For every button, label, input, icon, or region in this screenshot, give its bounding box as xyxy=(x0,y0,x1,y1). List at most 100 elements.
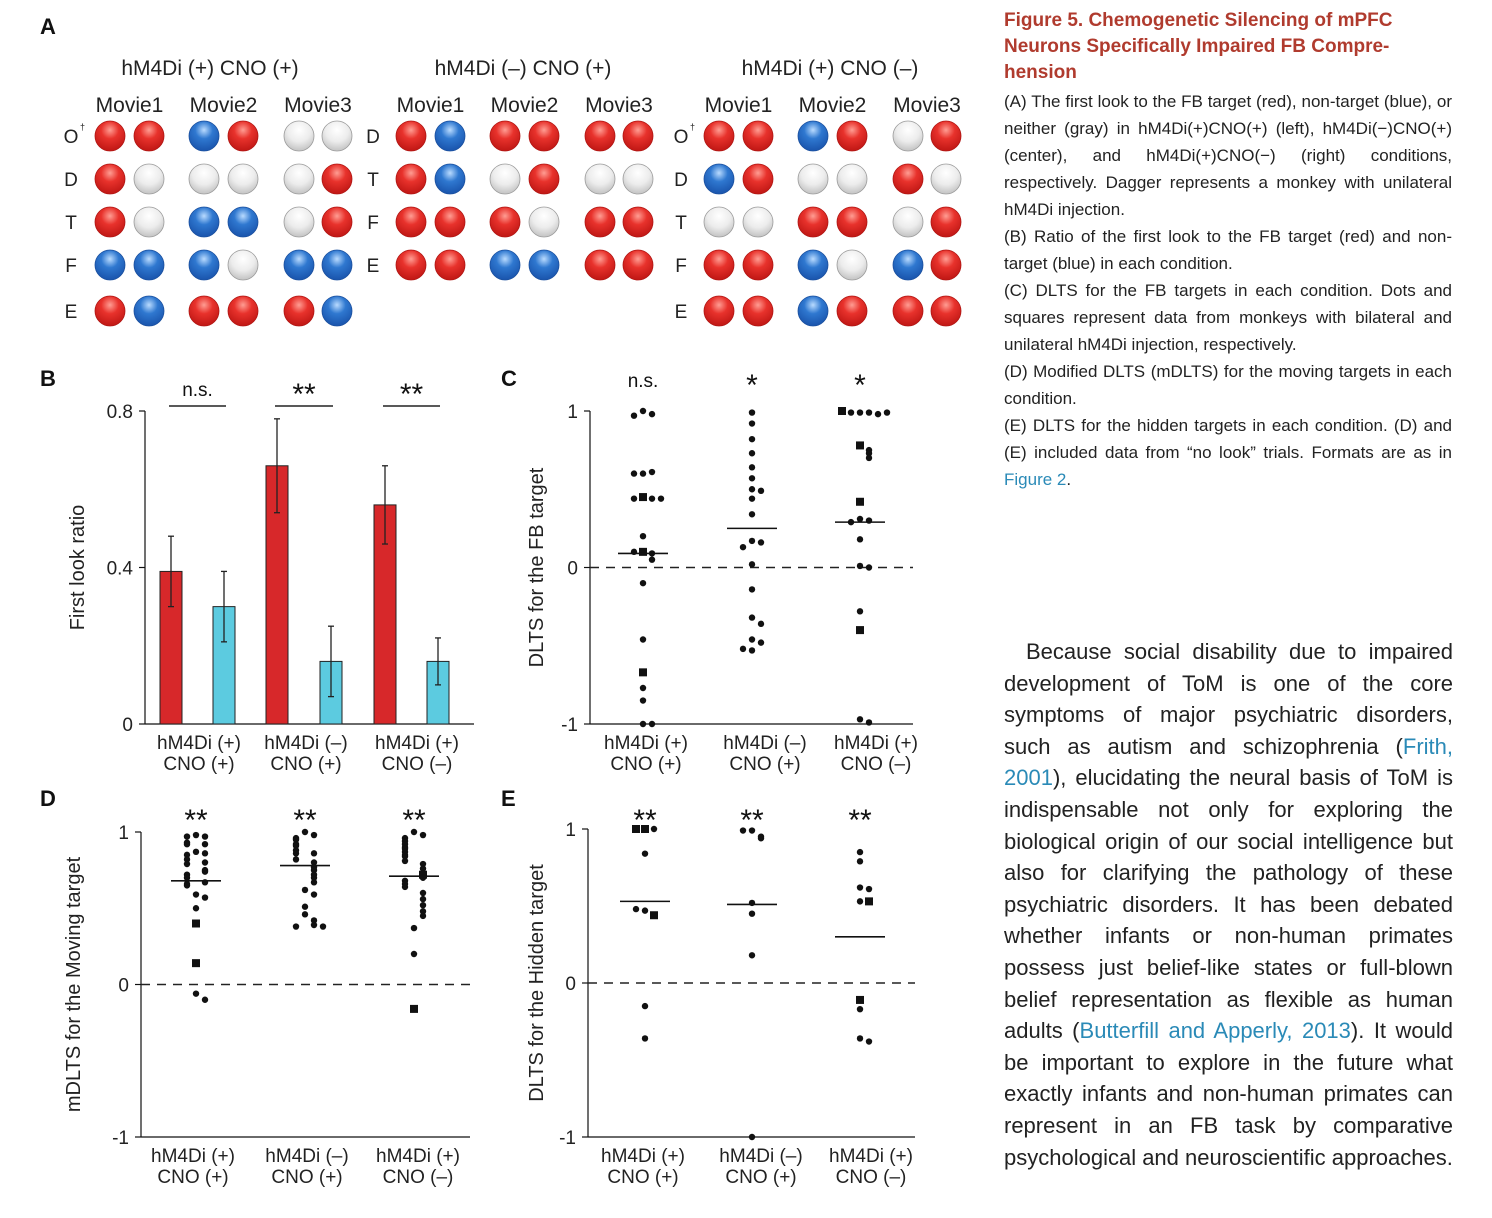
data-dot-bilateral xyxy=(739,645,747,653)
data-dot-bilateral xyxy=(183,874,191,881)
subject-label: T xyxy=(367,170,379,191)
data-dot-bilateral xyxy=(856,1005,864,1013)
data-dot-bilateral xyxy=(630,495,638,502)
data-dot-bilateral xyxy=(292,923,300,930)
data-dot-bilateral xyxy=(865,454,873,462)
y-tick-label: -1 xyxy=(561,715,578,736)
data-dot-bilateral xyxy=(310,917,318,924)
data-dot-bilateral xyxy=(301,911,309,918)
data-dot-bilateral xyxy=(292,836,300,843)
data-dot-bilateral xyxy=(310,866,318,874)
data-dot-bilateral xyxy=(748,475,756,482)
first-look-dot-red xyxy=(930,249,962,281)
data-dot-bilateral xyxy=(865,885,873,893)
data-square-unilateral xyxy=(410,1004,418,1013)
data-dot-bilateral xyxy=(739,827,747,834)
subject-label: D xyxy=(674,170,688,191)
panel-e-scatter: E -1 0 1 DLTS for the Hidden target hM4Di (+)… xyxy=(501,786,915,1188)
subject-label: E xyxy=(65,302,78,323)
first-look-dot-red xyxy=(742,249,774,281)
first-look-dot-red xyxy=(434,206,466,238)
data-dot-bilateral xyxy=(183,841,191,848)
data-dot-bilateral xyxy=(641,1035,649,1042)
data-dot-bilateral xyxy=(401,883,409,891)
body-text-part2: ), elucidating the neural basis of ToM i… xyxy=(1004,765,1453,1044)
data-dot-bilateral xyxy=(856,409,864,416)
data-dot-bilateral xyxy=(748,495,756,502)
first-look-dot-red xyxy=(930,206,962,238)
first-look-dot-red xyxy=(395,249,427,281)
data-dot-bilateral xyxy=(748,910,756,917)
data-dot-bilateral xyxy=(865,564,873,571)
data-dot-bilateral xyxy=(292,850,300,857)
data-dot-bilateral xyxy=(856,858,864,865)
y-tick-label: 0 xyxy=(118,976,129,997)
data-dot-bilateral xyxy=(856,848,864,856)
x-category-label: hM4Di (+) xyxy=(604,733,688,754)
data-dot-bilateral xyxy=(874,410,882,418)
data-dot-bilateral xyxy=(301,828,309,836)
first-look-dot-gray xyxy=(703,206,735,238)
panel-d-scatter: D -1 0 1 mDLTS for the Moving target hM4Di (+… xyxy=(40,786,470,1188)
data-square-unilateral xyxy=(856,995,864,1004)
first-look-dot-gray xyxy=(133,206,165,238)
data-dot-bilateral xyxy=(183,882,191,889)
caption-title-line: Neurons Specifically Impaired FB Compre- xyxy=(1004,36,1390,57)
first-look-dot-red xyxy=(930,295,962,327)
subject-label: F xyxy=(65,256,77,277)
subject-label: E xyxy=(367,256,380,277)
first-look-dot-gray xyxy=(321,120,353,152)
data-dot-bilateral xyxy=(847,409,855,416)
first-look-dot-red xyxy=(94,163,126,195)
first-look-dot-gray xyxy=(930,163,962,195)
citation-link-butterfill[interactable]: Butterfill and Apperly, 2013 xyxy=(1079,1018,1351,1044)
x-category-label: CNO (+) xyxy=(729,754,800,775)
significance-label: * xyxy=(746,369,758,402)
data-dot-bilateral xyxy=(856,898,864,905)
first-look-dot-blue xyxy=(133,249,165,281)
first-look-dot-gray xyxy=(283,206,315,238)
data-dot-bilateral xyxy=(639,636,647,643)
first-look-dot-blue xyxy=(892,249,924,281)
figure-2-link[interactable]: Figure 2 xyxy=(1004,470,1067,489)
data-square-unilateral xyxy=(856,497,864,506)
data-dot-bilateral xyxy=(201,996,209,1003)
data-dot-bilateral xyxy=(292,842,300,849)
x-category-label: CNO (+) xyxy=(610,754,681,775)
data-dot-bilateral xyxy=(183,860,191,868)
first-look-dot-blue xyxy=(188,120,220,152)
y-axis-label: DLTS for the Hidden target xyxy=(526,864,548,1102)
data-square-unilateral xyxy=(639,547,647,556)
significance-label: ** xyxy=(848,804,872,837)
data-dot-bilateral xyxy=(648,495,656,502)
first-look-dot-blue xyxy=(133,295,165,327)
first-look-dot-gray xyxy=(892,206,924,238)
first-look-dot-red xyxy=(742,295,774,327)
first-look-dot-blue xyxy=(528,249,560,281)
first-look-dot-gray xyxy=(584,163,616,195)
data-dot-bilateral xyxy=(419,865,427,872)
y-tick-label: 1 xyxy=(565,820,576,841)
caption-paragraph-a: (A) The first look to the FB target (red… xyxy=(1004,92,1452,219)
first-look-dot-red xyxy=(930,120,962,152)
first-look-dot-red xyxy=(892,295,924,327)
data-dot-bilateral xyxy=(748,450,756,457)
significance-label: n.s. xyxy=(182,380,213,401)
subject-label: D xyxy=(64,170,78,191)
first-look-dot-red xyxy=(836,295,868,327)
data-dot-bilateral xyxy=(192,831,200,839)
subject-label: F xyxy=(675,256,687,277)
first-look-dot-gray xyxy=(622,163,654,195)
first-look-dot-blue xyxy=(797,249,829,281)
y-tick-label: -1 xyxy=(112,1128,129,1149)
data-dot-bilateral xyxy=(419,895,427,903)
first-look-dot-red xyxy=(622,120,654,152)
first-look-dot-gray xyxy=(892,120,924,152)
citation-link-frith[interactable]: Frith, 2001 xyxy=(1004,733,1453,791)
data-square-unilateral xyxy=(838,407,846,415)
condition-label: hM4Di (–) CNO (+) xyxy=(435,57,612,80)
data-dot-bilateral xyxy=(748,409,756,416)
data-dot-bilateral xyxy=(410,924,418,932)
